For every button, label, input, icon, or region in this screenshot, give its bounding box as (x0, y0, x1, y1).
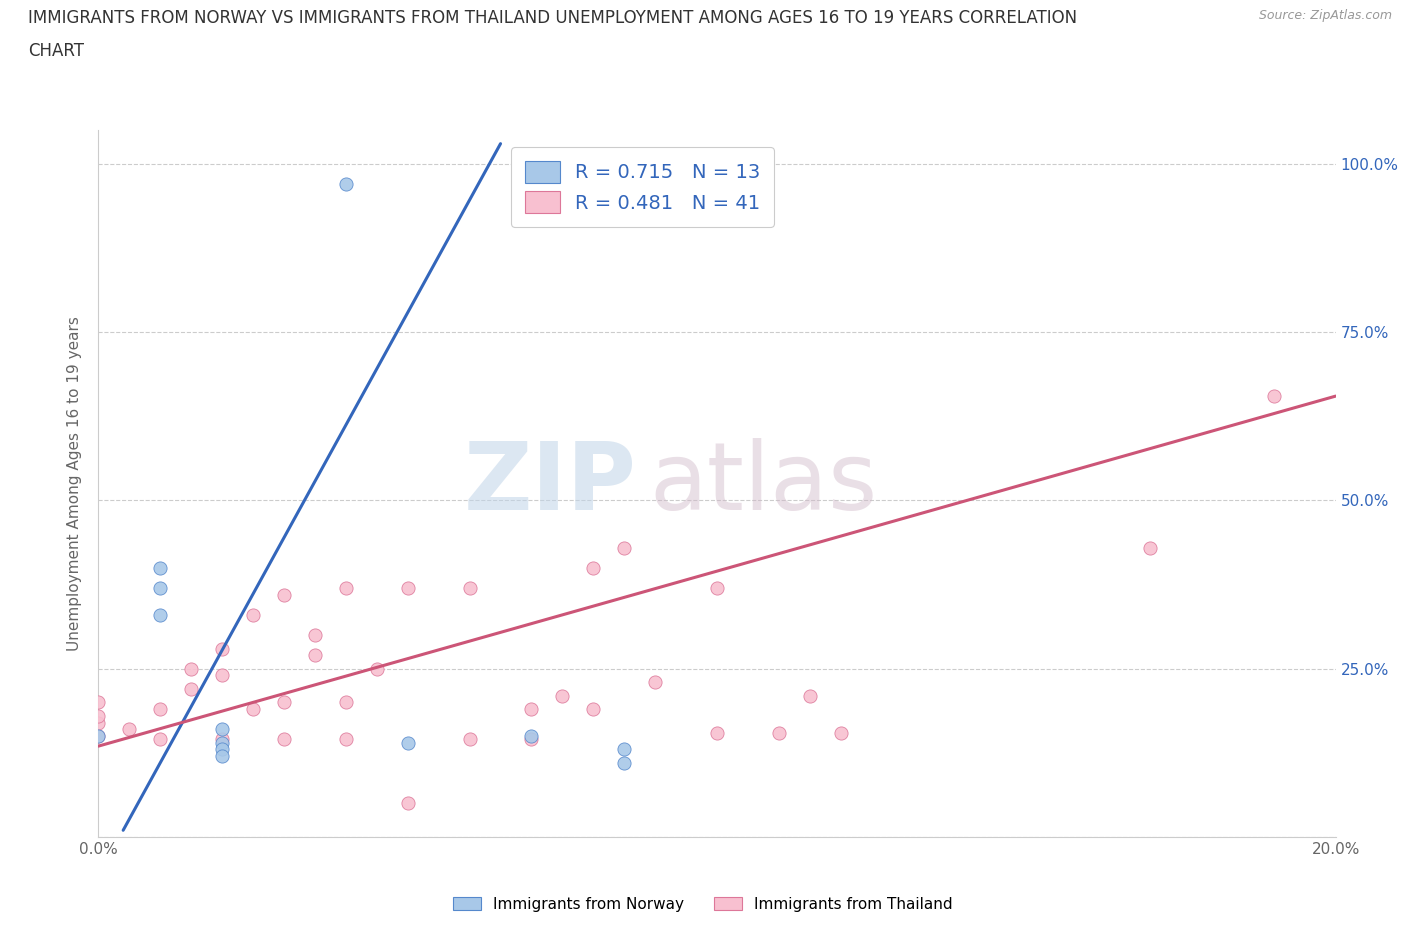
Point (366, 661, 388, 676)
Point (149, 701, 172, 716)
Point (551, 688, 574, 703)
Point (304, 648, 326, 663)
Point (304, 628, 326, 643)
Point (180, 682, 202, 697)
Point (273, 587, 295, 602)
Legend: R = 0.715   N = 13, R = 0.481   N = 41: R = 0.715 N = 13, R = 0.481 N = 41 (512, 147, 775, 227)
Point (87, 709, 110, 724)
Point (211, 742, 233, 757)
Point (87, 695, 110, 710)
Point (211, 736, 233, 751)
Legend: Immigrants from Norway, Immigrants from Thailand: Immigrants from Norway, Immigrants from … (447, 890, 959, 918)
Point (706, 580, 728, 595)
Point (830, 725, 852, 740)
Point (1263, 389, 1285, 404)
Point (396, 580, 419, 595)
Point (211, 722, 233, 737)
Text: CHART: CHART (28, 42, 84, 60)
Point (335, 732, 357, 747)
Text: IMMIGRANTS FROM NORWAY VS IMMIGRANTS FROM THAILAND UNEMPLOYMENT AMONG AGES 16 TO: IMMIGRANTS FROM NORWAY VS IMMIGRANTS FRO… (28, 9, 1077, 27)
Point (273, 732, 295, 747)
Point (613, 742, 636, 757)
Point (87, 728, 110, 743)
Point (211, 732, 233, 747)
Point (118, 722, 141, 737)
Text: ZIP: ZIP (464, 438, 637, 529)
Point (335, 695, 357, 710)
Point (799, 688, 821, 703)
Point (768, 725, 790, 740)
Point (613, 540, 636, 555)
Point (211, 668, 233, 683)
Point (644, 675, 666, 690)
Point (458, 732, 481, 747)
Point (242, 701, 264, 716)
Point (582, 701, 605, 716)
Point (242, 607, 264, 622)
Point (1139, 540, 1161, 555)
Point (396, 736, 419, 751)
Point (335, 177, 357, 192)
Point (211, 749, 233, 764)
Point (520, 701, 543, 716)
Point (273, 695, 295, 710)
Point (149, 732, 172, 747)
Point (458, 580, 481, 595)
Point (520, 732, 543, 747)
Point (180, 661, 202, 676)
Point (335, 580, 357, 595)
Point (149, 580, 172, 595)
Text: Source: ZipAtlas.com: Source: ZipAtlas.com (1258, 9, 1392, 22)
Point (149, 607, 172, 622)
Point (87, 728, 110, 743)
Point (149, 560, 172, 575)
Point (520, 728, 543, 743)
Point (87, 715, 110, 730)
Point (706, 725, 728, 740)
Point (211, 641, 233, 656)
Point (582, 560, 605, 575)
Point (613, 755, 636, 770)
Y-axis label: Unemployment Among Ages 16 to 19 years: Unemployment Among Ages 16 to 19 years (67, 316, 83, 651)
Text: atlas: atlas (650, 438, 877, 529)
Point (396, 796, 419, 811)
